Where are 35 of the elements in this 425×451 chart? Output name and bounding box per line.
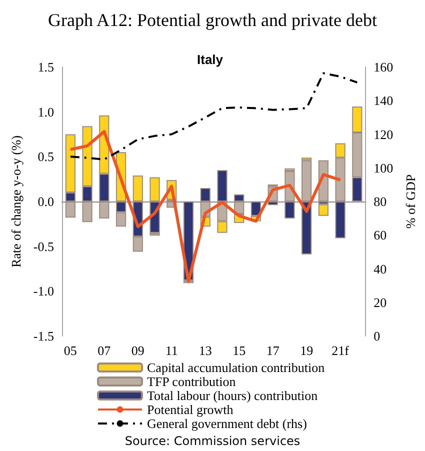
y2-tick-label: 100 <box>374 160 394 176</box>
y-tick-label: 1.0 <box>38 104 54 120</box>
y2-tick-label: 80 <box>374 194 387 209</box>
y2-tick-label: 120 <box>374 126 394 142</box>
x-tick-label: 15 <box>232 343 246 358</box>
chart-subtitle: Italy <box>197 52 224 67</box>
y-tick-label: -0.5 <box>33 238 54 254</box>
x-tick-label: 21f <box>332 343 350 358</box>
x-tick-label: 05 <box>64 343 77 358</box>
y2-tick-label: 40 <box>374 261 387 276</box>
x-tick-label: 07 <box>98 343 112 358</box>
legend-label: TFP contribution <box>147 374 236 389</box>
y2-tick-label: 20 <box>374 294 387 310</box>
y-tick-label: 1.5 <box>38 60 54 74</box>
y2-tick-label: 0 <box>374 328 380 344</box>
y-tick-label: -1.5 <box>33 328 54 344</box>
x-tick-label: 09 <box>131 343 144 358</box>
y-axis-title: Rate of change y-o-y (%) <box>8 135 24 268</box>
y2-axis-title: % of GDP <box>403 174 418 229</box>
y-tick-label: -1.0 <box>33 284 54 299</box>
legend-label: Potential growth <box>147 402 234 417</box>
x-tick-label: 19 <box>300 343 314 358</box>
x-tick-label: 17 <box>266 343 280 358</box>
chart-title: Graph A12: Potential growth and private debt <box>48 10 377 30</box>
y2-tick-label: 60 <box>374 228 387 243</box>
source-note: Source: Commission services <box>124 434 300 448</box>
y-tick-label: 0.0 <box>38 194 54 209</box>
legend-label: General government debt (rhs) <box>147 416 307 431</box>
legend-label: Capital accumulation contribution <box>147 360 326 375</box>
y2-tick-label: 140 <box>374 93 394 108</box>
x-tick-label: 13 <box>198 343 212 358</box>
y2-tick-label: 160 <box>374 60 394 74</box>
legend-label: Total labour (hours) contribution <box>147 388 318 403</box>
y-tick-label: 0.5 <box>38 149 54 164</box>
x-tick-label: 11 <box>165 343 178 358</box>
